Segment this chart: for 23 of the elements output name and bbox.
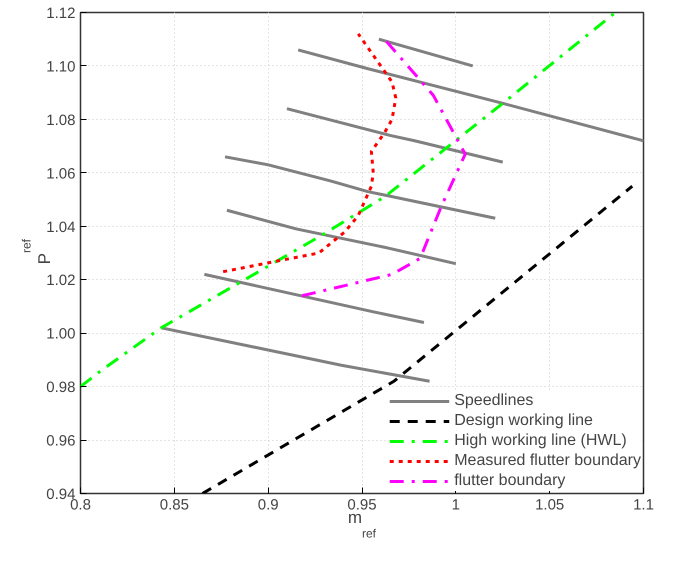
legend-label: flutter boundary [454, 472, 566, 490]
y-tick-label: 1.02 [46, 272, 76, 290]
x-tick-label: 0.85 [160, 496, 189, 514]
y-tick-label: 1.06 [46, 165, 76, 182]
x-tick-label: 1.05 [535, 496, 564, 514]
x-tick-label: 1 [452, 496, 460, 514]
y-tick-label: 0.96 [46, 432, 76, 450]
y-tick-label: 1.00 [46, 326, 76, 343]
y-tick-label: 1.08 [46, 112, 76, 129]
legend-label: Speedlines [454, 392, 534, 410]
y-tick-label: 1.04 [46, 218, 76, 236]
x-tick-label: 1.1 [633, 496, 654, 514]
legend-label: Measured flutter boundary [454, 452, 641, 470]
y-tick-label: 1.10 [46, 58, 76, 76]
legend-label: High working line (HWL) [454, 432, 627, 450]
line-series [80, 12, 617, 388]
line-series [222, 32, 398, 274]
x-tick-label: 0.9 [258, 496, 279, 514]
legend-label: Design working line [454, 412, 593, 430]
y-axis-title: Pref [20, 238, 54, 264]
y-tick-label: 1.12 [46, 5, 76, 22]
y-tick-label: 0.98 [46, 379, 76, 396]
line-series [300, 38, 467, 298]
